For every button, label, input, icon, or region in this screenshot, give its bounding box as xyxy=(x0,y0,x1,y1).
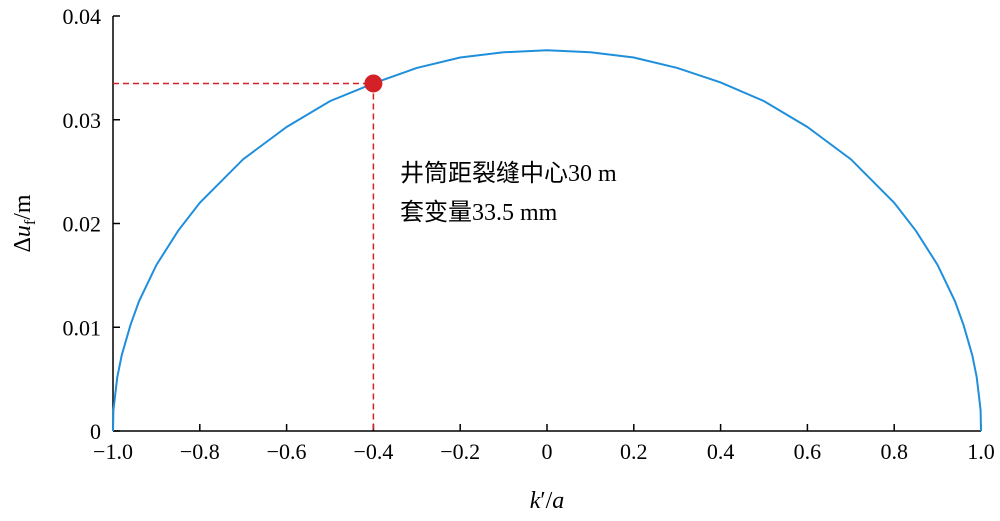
x-axis-title: k′/a xyxy=(530,488,565,514)
x-tick-label: −0.4 xyxy=(353,439,393,464)
x-tick-label: −1.0 xyxy=(93,439,133,464)
y-axis-title-unit: /m xyxy=(10,194,36,220)
y-ticks: 0 0.01 0.02 0.03 0.04 xyxy=(63,4,120,444)
guide-lines xyxy=(113,82,375,431)
y-axis-title: Δuf/m xyxy=(10,194,39,252)
y-tick-label: 0.01 xyxy=(63,315,102,340)
x-tick-label: 0.8 xyxy=(880,439,908,464)
x-tick-label: 0.6 xyxy=(794,439,822,464)
y-tick-label: 0.04 xyxy=(63,4,102,29)
annotation-line-1: 井筒距裂缝中心30 m xyxy=(400,160,617,187)
y-tick-label: 0.02 xyxy=(63,212,102,237)
x-axis-title-var: k xyxy=(530,488,541,514)
x-axis-title-slash: / xyxy=(546,488,553,514)
annotation-line-2: 套变量33.5 mm xyxy=(400,199,558,226)
x-tick-label: 0 xyxy=(542,439,553,464)
y-tick-label: 0.03 xyxy=(63,108,102,133)
y-axis-title-delta: Δ xyxy=(10,237,36,252)
x-ticks: −1.0 −0.8 −0.6 −0.4 −0.2 0 0.2 0.4 0.6 0.8 1.0 xyxy=(93,424,995,464)
x-tick-label: 0.4 xyxy=(707,439,735,464)
x-axis-title-prime: ′ xyxy=(540,488,545,514)
x-tick-label: 1.0 xyxy=(967,439,995,464)
y-axis-title-var: u xyxy=(10,225,36,237)
x-axis-title-var2: a xyxy=(552,488,564,514)
x-tick-label: −0.8 xyxy=(180,439,220,464)
highlight-point xyxy=(364,74,383,93)
y-axis-title-sub: f xyxy=(22,219,39,225)
x-tick-label: −0.6 xyxy=(267,439,307,464)
series-line xyxy=(112,49,982,432)
x-tick-label: −0.2 xyxy=(440,439,480,464)
y-tick-label: 0 xyxy=(90,419,101,444)
x-tick-label: 0.2 xyxy=(620,439,648,464)
